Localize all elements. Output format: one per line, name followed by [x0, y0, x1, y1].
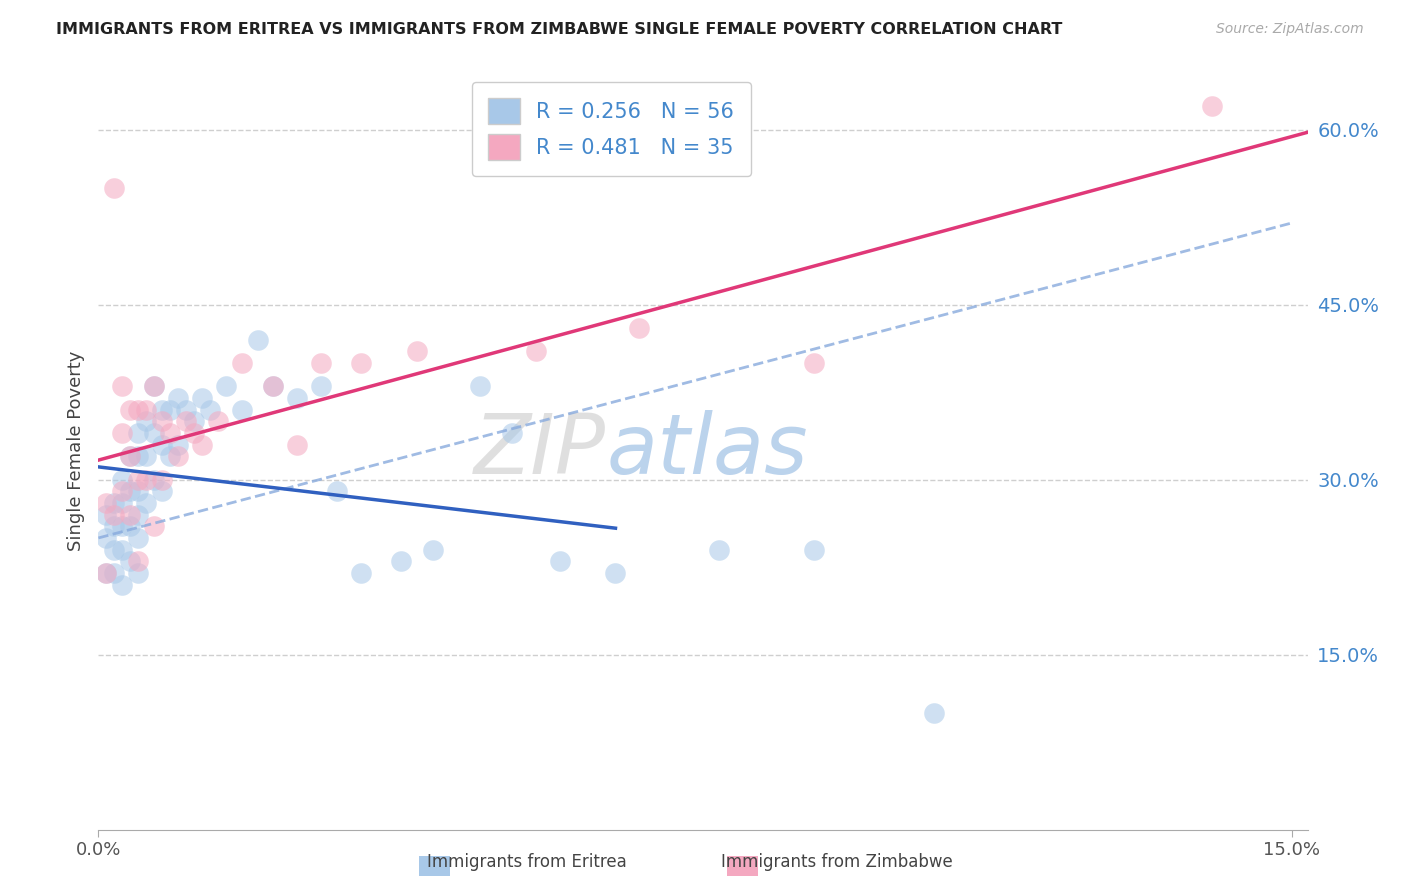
Point: [159, 402, 181, 417]
Point: [96, 566, 118, 580]
Point: [501, 425, 523, 440]
Point: [207, 414, 229, 428]
Point: [135, 450, 157, 464]
Point: [127, 508, 149, 522]
Point: [96, 531, 118, 545]
Point: [707, 542, 730, 557]
Point: [150, 484, 173, 499]
Point: [127, 425, 149, 440]
Point: [111, 473, 134, 487]
Point: [111, 577, 134, 591]
Point: [103, 496, 125, 510]
Point: [183, 425, 205, 440]
Point: [1201, 99, 1223, 113]
Point: [246, 333, 269, 347]
Point: [127, 484, 149, 499]
Point: [111, 379, 134, 393]
Point: [111, 542, 134, 557]
Point: [350, 566, 373, 580]
Point: [422, 542, 444, 557]
Point: [183, 414, 205, 428]
Point: [350, 356, 373, 370]
Point: [127, 402, 149, 417]
Point: [167, 450, 190, 464]
Point: [143, 379, 166, 393]
Point: [262, 379, 284, 393]
Point: [103, 508, 125, 522]
Y-axis label: Single Female Poverty: Single Female Poverty: [66, 351, 84, 550]
Point: [285, 437, 308, 451]
Point: [159, 450, 181, 464]
Point: [135, 496, 157, 510]
Point: [103, 542, 125, 557]
Point: [470, 379, 492, 393]
Point: [285, 391, 308, 405]
Point: [167, 437, 190, 451]
Point: [120, 402, 142, 417]
Legend: R = 0.256   N = 56, R = 0.481   N = 35: R = 0.256 N = 56, R = 0.481 N = 35: [471, 82, 751, 177]
Point: [174, 402, 197, 417]
Point: [127, 554, 149, 568]
Text: Source: ZipAtlas.com: Source: ZipAtlas.com: [1216, 22, 1364, 37]
Point: [167, 391, 190, 405]
Point: [120, 508, 142, 522]
Point: [191, 391, 214, 405]
Point: [231, 402, 253, 417]
Point: [103, 181, 125, 195]
Point: [803, 542, 825, 557]
Point: [96, 508, 118, 522]
Point: [96, 566, 118, 580]
Text: Immigrants from Eritrea: Immigrants from Eritrea: [427, 853, 627, 871]
Text: ZIP: ZIP: [474, 410, 606, 491]
Point: [111, 496, 134, 510]
Point: [159, 425, 181, 440]
Point: [103, 519, 125, 533]
Point: [174, 414, 197, 428]
Point: [127, 566, 149, 580]
Point: [120, 554, 142, 568]
Point: [231, 356, 253, 370]
Point: [127, 473, 149, 487]
Point: [150, 473, 173, 487]
Text: atlas: atlas: [606, 410, 808, 491]
Point: [96, 496, 118, 510]
Point: [150, 402, 173, 417]
Point: [326, 484, 349, 499]
Text: IMMIGRANTS FROM ERITREA VS IMMIGRANTS FROM ZIMBABWE SINGLE FEMALE POVERTY CORREL: IMMIGRANTS FROM ERITREA VS IMMIGRANTS FR…: [56, 22, 1063, 37]
Point: [922, 706, 945, 720]
Point: [389, 554, 412, 568]
Point: [605, 566, 627, 580]
Point: [143, 379, 166, 393]
Point: [215, 379, 238, 393]
Point: [120, 450, 142, 464]
Point: [143, 519, 166, 533]
Point: [548, 554, 571, 568]
Point: [111, 484, 134, 499]
Point: [111, 519, 134, 533]
Point: [150, 437, 173, 451]
Point: [309, 356, 332, 370]
Point: [150, 414, 173, 428]
Point: [127, 450, 149, 464]
Point: [143, 425, 166, 440]
Point: [524, 344, 547, 359]
Point: [405, 344, 427, 359]
Point: [198, 402, 221, 417]
Point: [262, 379, 284, 393]
Point: [191, 437, 214, 451]
Point: [628, 321, 651, 335]
Point: [135, 473, 157, 487]
Point: [120, 519, 142, 533]
Point: [143, 473, 166, 487]
Point: [103, 566, 125, 580]
Point: [803, 356, 825, 370]
Point: [111, 425, 134, 440]
Point: [309, 379, 332, 393]
Point: [120, 484, 142, 499]
Point: [127, 531, 149, 545]
Point: [120, 450, 142, 464]
Text: Immigrants from Zimbabwe: Immigrants from Zimbabwe: [721, 853, 952, 871]
Point: [135, 402, 157, 417]
Point: [135, 414, 157, 428]
